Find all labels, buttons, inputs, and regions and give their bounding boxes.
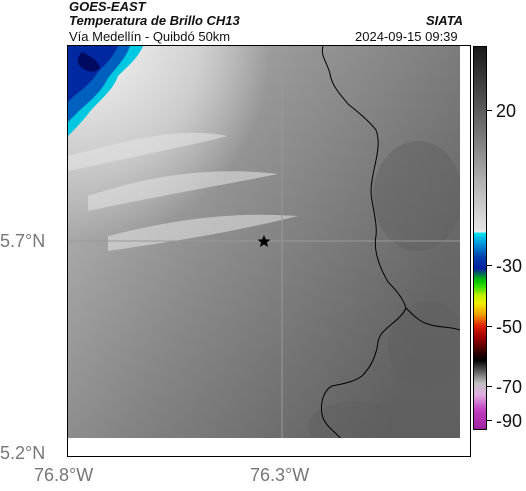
star-marker-icon (257, 235, 271, 247)
colorbar-label: -70 (496, 377, 523, 397)
lon-tick-label: 76.3°W (250, 465, 310, 485)
department-border (321, 46, 407, 309)
lat-tick-label: 5.2°N (0, 443, 46, 463)
agency-label: SIATA (426, 13, 464, 28)
colorbar-tick (486, 265, 492, 266)
cold-cloud-top (68, 46, 143, 136)
colorbar-tick (486, 110, 492, 111)
panel-margin (460, 46, 470, 456)
colorbar-label: -90 (496, 411, 523, 431)
department-border (405, 307, 470, 332)
lon-tick-label: 76.8°W (34, 465, 94, 485)
map-panel (67, 45, 471, 457)
temperature-colorbar (473, 46, 487, 430)
cloud-streaks (68, 132, 298, 251)
product-title: Temperatura de Brillo CH13 (69, 13, 240, 28)
lat-tick-label: 5.7°N (0, 231, 46, 251)
colorbar-tick (486, 386, 492, 387)
timestamp-label: 2024-09-15 09:39 (355, 29, 458, 44)
colorbar-label: 20 (496, 101, 517, 121)
satellite-title: GOES-EAST (69, 0, 146, 14)
colorbar-tick (486, 326, 492, 327)
colorbar-tick (486, 420, 492, 421)
panel-margin (68, 438, 470, 456)
brightness-temperature-map (68, 46, 470, 456)
colorbar-label: -30 (496, 256, 523, 276)
route-subtitle: Vía Medellín - Quibdó 50km (69, 29, 231, 44)
colorbar-label: -50 (496, 317, 523, 337)
warm-lowland-shading (68, 46, 470, 456)
